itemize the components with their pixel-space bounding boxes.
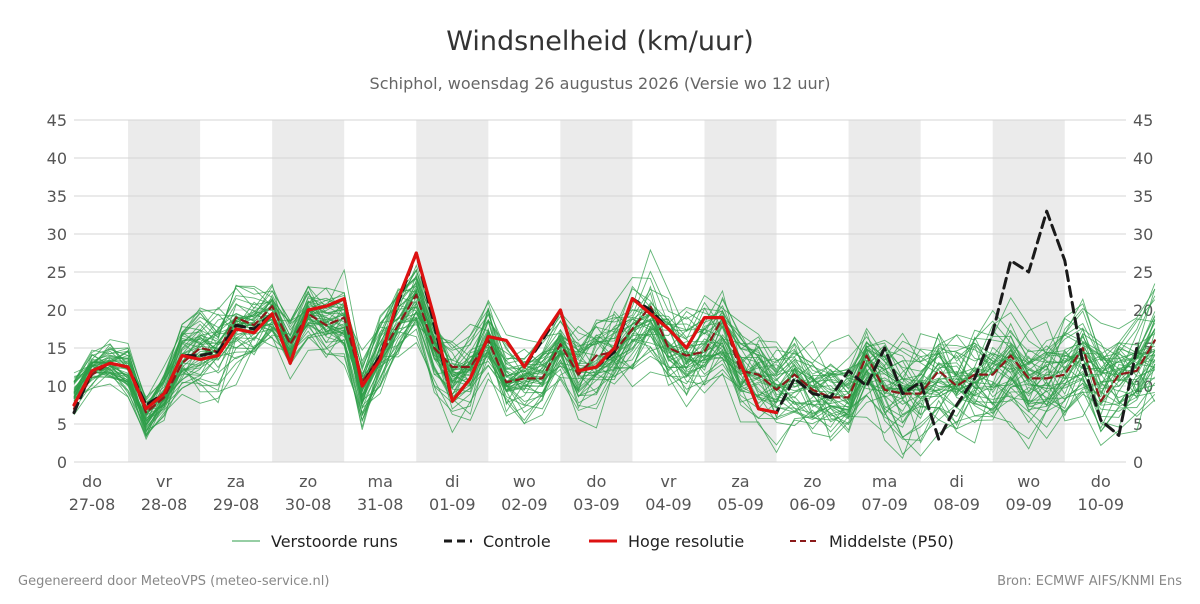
chart-subtitle: Schiphol, woensdag 26 augustus 2026 (Ver… xyxy=(370,74,831,93)
x-tick-date-13: 09-09 xyxy=(1005,495,1052,514)
ensemble-member-47 xyxy=(73,302,1156,433)
series-controle xyxy=(72,209,1139,441)
x-tick-date-9: 05-09 xyxy=(717,495,764,514)
x-tick-date-7: 03-09 xyxy=(573,495,620,514)
x-tick-date-12: 08-09 xyxy=(933,495,980,514)
main-series-lines xyxy=(72,209,1156,441)
y-tick-right-0: 0 xyxy=(1133,453,1143,472)
x-tick-date-2: 29-08 xyxy=(213,495,260,514)
x-tick-date-10: 06-09 xyxy=(789,495,836,514)
y-tick-right-40: 40 xyxy=(1133,149,1153,168)
x-tick-day-11: ma xyxy=(872,472,897,491)
ensemble-member-34 xyxy=(73,277,1156,398)
x-tick-day-12: di xyxy=(949,472,964,491)
x-tick-date-11: 07-09 xyxy=(861,495,908,514)
x-tick-day-4: ma xyxy=(368,472,393,491)
legend-label-ensemble: Verstoorde runs xyxy=(271,532,398,551)
y-tick-left-40: 40 xyxy=(47,149,67,168)
legend-label-p50: Middelste (P50) xyxy=(829,532,954,551)
legend: Verstoorde runs Controle Hoge resolutie … xyxy=(232,532,954,551)
y-tick-left-30: 30 xyxy=(47,225,67,244)
legend-label-controle: Controle xyxy=(483,532,551,551)
chart-title: Windsnelheid (km/uur) xyxy=(446,26,754,57)
footer-source: Bron: ECMWF AIFS/KNMI Ens xyxy=(997,574,1182,589)
ensemble-member-36 xyxy=(73,292,1156,416)
x-tick-day-0: do xyxy=(82,472,102,491)
series-hoge-resolutie xyxy=(72,251,779,415)
y-tick-right-30: 30 xyxy=(1133,225,1153,244)
x-tick-day-5: di xyxy=(445,472,460,491)
day-band-3 xyxy=(560,120,633,462)
x-tick-day-7: do xyxy=(586,472,606,491)
ensemble-member-33 xyxy=(73,288,1156,425)
ensemble-member-38 xyxy=(73,305,1155,431)
x-tick-day-14: do xyxy=(1091,472,1111,491)
y-tick-left-25: 25 xyxy=(47,263,67,282)
y-axis-left: 0 5 10 15 20 25 30 35 40 45 xyxy=(47,111,67,472)
x-tick-day-3: zo xyxy=(299,472,317,491)
x-tick-date-5: 01-09 xyxy=(429,495,476,514)
x-axis: do 27-08 vr 28-08 za 29-08 zo 30-08 ma 31-08 di 01-… xyxy=(69,472,1124,514)
x-tick-date-0: 27-08 xyxy=(69,495,116,514)
x-tick-day-1: vr xyxy=(156,472,172,491)
y-tick-left-5: 5 xyxy=(57,415,67,434)
y-tick-left-20: 20 xyxy=(47,301,67,320)
x-tick-date-3: 30-08 xyxy=(285,495,332,514)
ensemble-member-30 xyxy=(73,285,1156,408)
x-tick-day-2: za xyxy=(227,472,245,491)
ensemble-member-26 xyxy=(73,277,1156,419)
y-tick-right-5: 5 xyxy=(1133,415,1143,434)
y-tick-left-45: 45 xyxy=(47,111,67,130)
x-tick-day-8: vr xyxy=(660,472,676,491)
legend-label-hoge-resolutie: Hoge resolutie xyxy=(628,532,744,551)
y-tick-left-35: 35 xyxy=(47,187,67,206)
y-tick-right-45: 45 xyxy=(1133,111,1153,130)
ensemble-member-39 xyxy=(73,269,1156,415)
x-tick-date-4: 31-08 xyxy=(357,495,404,514)
x-tick-date-8: 04-09 xyxy=(645,495,692,514)
x-tick-day-10: zo xyxy=(803,472,821,491)
grid-lines xyxy=(74,119,1126,463)
ensemble-member-6 xyxy=(73,291,1155,428)
x-tick-date-1: 28-08 xyxy=(141,495,188,514)
x-tick-date-14: 10-09 xyxy=(1078,495,1125,514)
ensemble-member-37 xyxy=(73,313,1156,439)
y-tick-right-35: 35 xyxy=(1133,187,1153,206)
ensemble-member-24 xyxy=(73,288,1156,434)
ensemble-member-9 xyxy=(73,289,1156,411)
footer-generated-by: Gegenereerd door MeteoVPS (meteo-service… xyxy=(18,574,329,589)
x-tick-date-6: 02-09 xyxy=(501,495,548,514)
y-tick-left-0: 0 xyxy=(57,453,67,472)
x-tick-day-13: wo xyxy=(1017,472,1040,491)
y-tick-left-15: 15 xyxy=(47,339,67,358)
ensemble-member-45 xyxy=(73,323,1156,444)
x-tick-day-6: wo xyxy=(513,472,536,491)
ensemble-member-48 xyxy=(73,285,1156,416)
y-tick-left-10: 10 xyxy=(47,377,67,396)
ensemble-member-27 xyxy=(73,275,1156,406)
y-tick-right-25: 25 xyxy=(1133,263,1153,282)
x-tick-day-9: za xyxy=(731,472,749,491)
ensemble-member-43 xyxy=(73,314,1156,456)
